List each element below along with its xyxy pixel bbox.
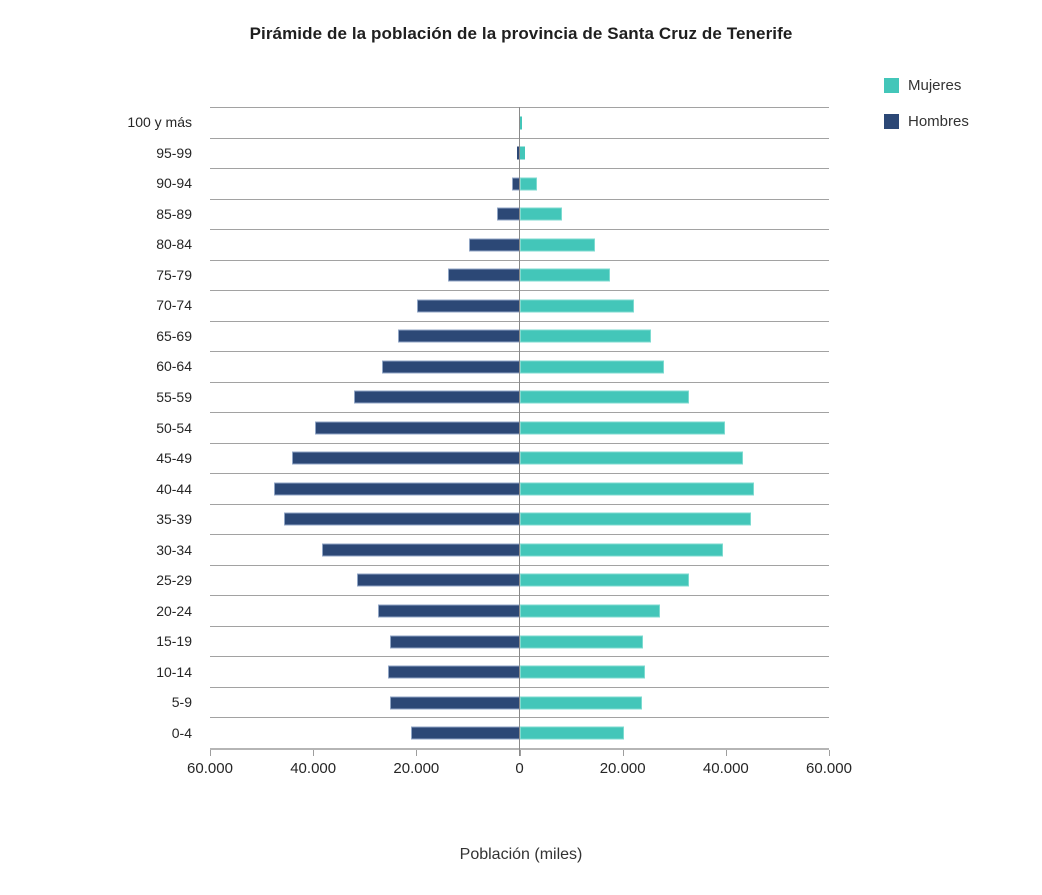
x-axis-tick-label: 40.000 <box>702 760 749 777</box>
x-axis-tick-label: 20.000 <box>393 760 440 777</box>
mujeres-bar[interactable] <box>519 390 689 404</box>
x-axis-tick-label: 20.000 <box>599 760 646 777</box>
x-axis-tick-label: 60.000 <box>187 760 233 777</box>
mujeres-bar[interactable] <box>519 604 660 618</box>
hombres-bar[interactable] <box>357 573 520 587</box>
mujeres-bar[interactable] <box>519 512 752 526</box>
legend-item-hombres[interactable]: Hombres <box>884 113 969 130</box>
hombres-swatch-icon <box>884 114 899 129</box>
mujeres-bar[interactable] <box>519 696 643 710</box>
pyramid-row <box>210 259 829 291</box>
y-axis-label: 55-59 <box>156 388 192 405</box>
hombres-bar[interactable] <box>291 451 520 465</box>
mujeres-bar[interactable] <box>519 543 724 557</box>
y-axis-label: 30-34 <box>156 541 192 558</box>
mujeres-bar[interactable] <box>519 207 562 221</box>
x-axis-tick-label: 40.000 <box>290 760 337 777</box>
hombres-bar[interactable] <box>388 665 520 679</box>
mujeres-swatch-icon <box>884 78 899 93</box>
y-axis-label: 10-14 <box>156 663 192 680</box>
y-axis-label: 0-4 <box>171 724 192 741</box>
y-axis-label: 80-84 <box>156 236 192 253</box>
hombres-bar[interactable] <box>516 146 520 160</box>
y-axis-label: 75-79 <box>156 266 192 283</box>
pyramid-row <box>210 503 829 535</box>
x-axis-tick <box>725 750 727 756</box>
mujeres-bar[interactable] <box>519 665 645 679</box>
hombres-bar[interactable] <box>398 329 520 343</box>
y-axis-label: 60-64 <box>156 358 192 375</box>
y-axis-label: 5-9 <box>171 694 192 711</box>
hombres-bar[interactable] <box>497 207 520 221</box>
hombres-bar[interactable] <box>411 726 520 740</box>
legend-label-mujeres: Mujeres <box>908 77 962 94</box>
pyramid-row <box>210 595 829 626</box>
y-axis-label: 20-24 <box>156 602 192 619</box>
mujeres-bar[interactable] <box>519 116 522 130</box>
y-axis-label: 45-49 <box>156 450 192 467</box>
y-axis-label: 15-19 <box>156 633 192 650</box>
hombres-bar[interactable] <box>354 390 520 404</box>
hombres-bar[interactable] <box>468 238 520 252</box>
y-axis-label: 65-69 <box>156 327 192 344</box>
x-axis-tick-label: 60.000 <box>806 760 852 777</box>
hombres-bar[interactable] <box>283 512 520 526</box>
y-axis-label: 100 y más <box>127 114 192 131</box>
mujeres-bar[interactable] <box>519 451 744 465</box>
x-axis-tick <box>519 750 521 756</box>
plot-area <box>210 107 829 756</box>
x-axis-tick <box>622 750 624 756</box>
y-axis-label: 90-94 <box>156 175 192 192</box>
legend-item-mujeres[interactable]: Mujeres <box>884 77 969 94</box>
x-axis-title: Población (miles) <box>459 846 583 863</box>
y-axis-label: 35-39 <box>156 511 192 528</box>
x-axis-tick <box>829 750 830 756</box>
mujeres-bar[interactable] <box>519 238 596 252</box>
hombres-bar[interactable] <box>389 696 520 710</box>
mujeres-bar[interactable] <box>519 299 634 313</box>
hombres-bar[interactable] <box>390 635 520 649</box>
chart-title: Pirámide de la población de la provincia… <box>249 24 793 43</box>
x-axis-tick <box>210 750 211 756</box>
legend-label-hombres: Hombres <box>908 113 969 130</box>
mujeres-bar[interactable] <box>519 177 538 191</box>
legend: Mujeres Hombres <box>884 77 969 130</box>
mujeres-bar[interactable] <box>519 635 643 649</box>
hombres-bar[interactable] <box>378 604 520 618</box>
mujeres-bar[interactable] <box>519 268 611 282</box>
x-axis-tick <box>416 750 418 756</box>
mujeres-bar[interactable] <box>519 329 651 343</box>
mujeres-bar[interactable] <box>519 573 690 587</box>
hombres-bar[interactable] <box>274 482 520 496</box>
mujeres-bar[interactable] <box>519 360 664 374</box>
mujeres-bar[interactable] <box>519 482 755 496</box>
y-axis-label: 85-89 <box>156 205 192 222</box>
zero-axis-line <box>519 107 520 756</box>
hombres-bar[interactable] <box>417 299 520 313</box>
hombres-bar[interactable] <box>314 421 520 435</box>
x-axis-tick <box>313 750 315 756</box>
y-axis-label: 50-54 <box>156 419 192 436</box>
mujeres-bar[interactable] <box>519 146 526 160</box>
hombres-bar[interactable] <box>448 268 520 282</box>
mujeres-bar[interactable] <box>519 421 726 435</box>
mujeres-bar[interactable] <box>519 726 624 740</box>
hombres-bar[interactable] <box>381 360 520 374</box>
y-axis-label: 70-74 <box>156 297 192 314</box>
y-axis-label: 95-99 <box>156 144 192 161</box>
y-axis-label: 40-44 <box>156 480 192 497</box>
y-axis-label: 25-29 <box>156 572 192 589</box>
hombres-bar[interactable] <box>322 543 520 557</box>
x-axis-tick-label: 0 <box>515 760 524 777</box>
